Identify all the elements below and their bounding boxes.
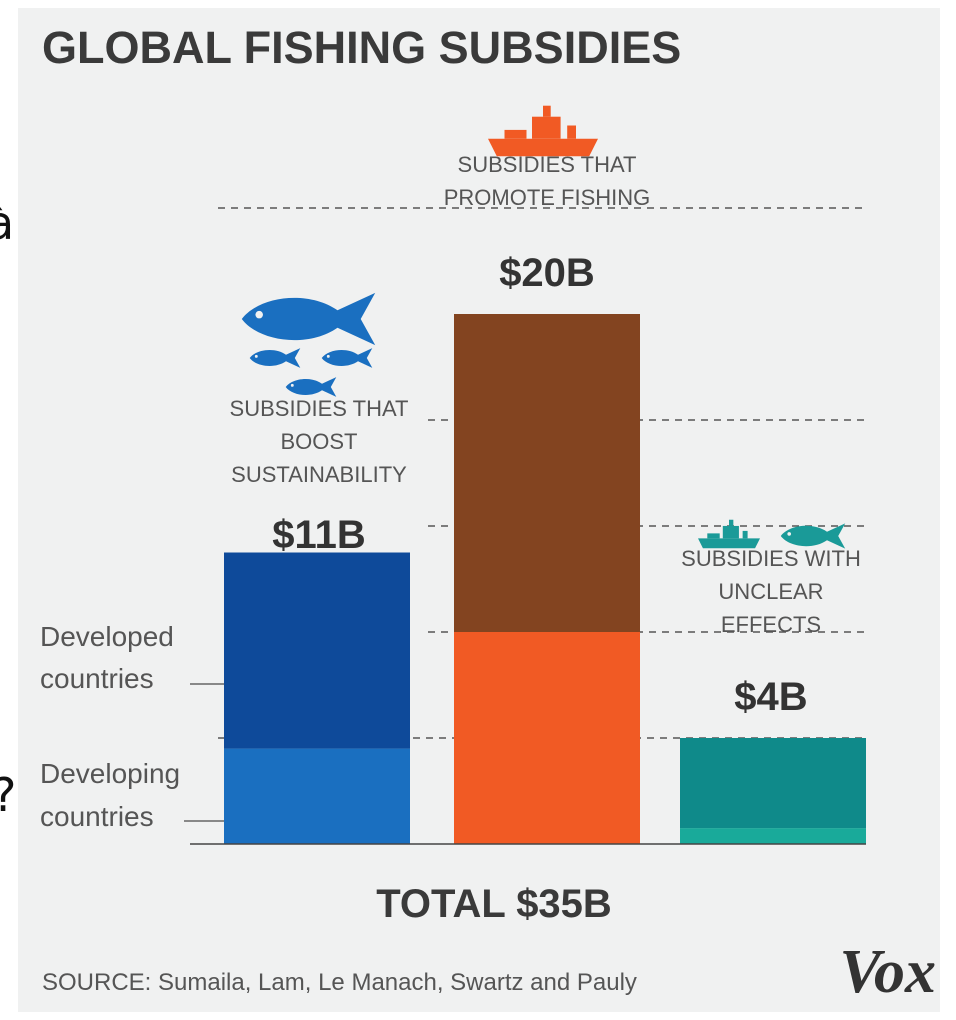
value-label-sustainability: $11B — [272, 513, 365, 557]
developing-label-line-2: countries — [40, 801, 154, 832]
source-note: SOURCE: Sumaila, Lam, Le Manach, Swartz … — [42, 969, 637, 996]
fish-icon — [780, 523, 846, 549]
ship-icon — [488, 105, 598, 157]
total-label: TOTAL $35B — [376, 882, 612, 926]
fish-icon — [241, 292, 376, 346]
category-label-fishing-line-2: PROMOTE FISHING — [444, 185, 651, 210]
bar-sustainability-developed — [224, 552, 410, 749]
bar-unclear-developed — [680, 738, 866, 829]
category-label-unclear-line-3: EFFECTS — [721, 612, 821, 637]
chart-title: GLOBAL FISHING SUBSIDIES — [42, 22, 681, 73]
fish-icon — [321, 348, 373, 368]
value-label-unclear: $4B — [734, 675, 807, 719]
edge-glyph-top: à — [0, 196, 15, 250]
category-label-sustainability-line-1: SUBSIDIES THAT — [230, 396, 409, 421]
category-label-sustainability-line-2: BOOST — [280, 429, 357, 454]
category-label-fishing-line-1: SUBSIDIES THAT — [458, 152, 637, 177]
bars — [224, 314, 866, 844]
category-labels: SUBSIDIES THAT BOOST SUSTAINABILITY $11B SUB… — [230, 152, 861, 719]
bar-fishing-developed — [454, 314, 640, 632]
edge-glyph-bottom: ? — [0, 768, 16, 822]
bar-sustainability-developing — [224, 748, 410, 844]
bar-unclear-developing — [680, 828, 866, 844]
developed-countries-label: Developed countries — [40, 621, 224, 694]
developed-label-line-1: Developed — [40, 621, 174, 652]
fish-icon — [249, 348, 301, 368]
developing-countries-label: Developing countries — [40, 758, 224, 832]
fish-icon — [285, 377, 337, 397]
developing-label-line-1: Developing — [40, 758, 180, 789]
category-label-unclear-line-2: UNCLEAR — [718, 579, 823, 604]
bar-fishing-developing — [454, 632, 640, 844]
developed-label-line-2: countries — [40, 663, 154, 694]
category-label-sustainability-line-3: SUSTAINABILITY — [231, 462, 407, 487]
category-label-unclear-line-1: SUBSIDIES WITH — [681, 546, 861, 571]
vox-logo: Vox — [840, 938, 936, 1006]
value-label-fishing: $20B — [499, 251, 595, 295]
ship-icon — [698, 519, 760, 549]
